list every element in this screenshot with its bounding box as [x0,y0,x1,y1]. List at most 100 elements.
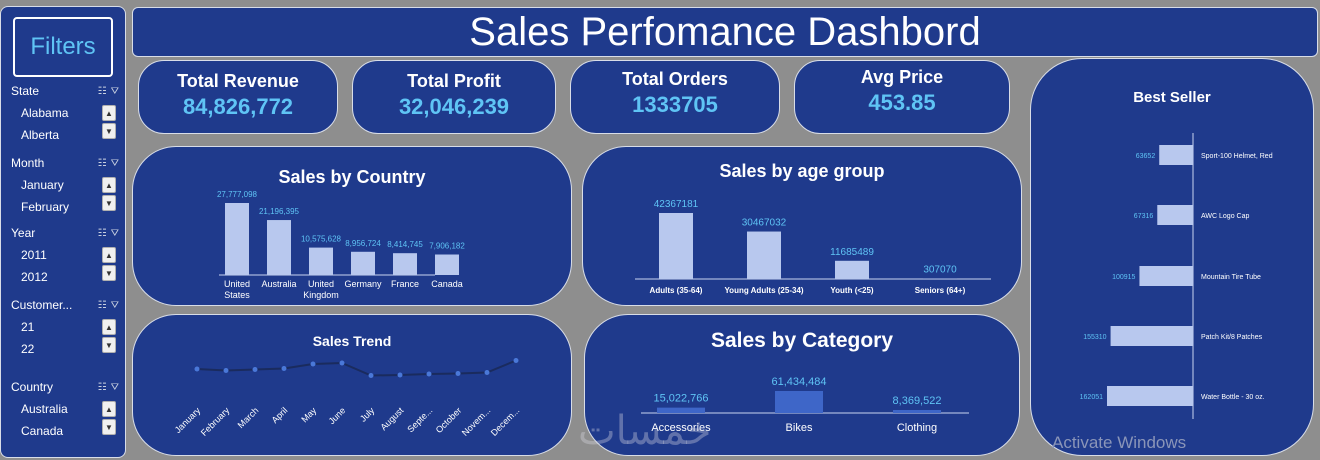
scroll-down-button[interactable]: ▼ [102,195,116,211]
tick-label: Australia [261,279,296,289]
tick-label: March [236,405,261,430]
filters-title: Filters [13,17,113,77]
slicer-label: Year [11,226,36,240]
trend-point [223,368,229,373]
scroll-down-button[interactable]: ▼ [102,419,116,435]
clear-filter-icon[interactable]: ⛛ [110,299,119,311]
data-label: 42367181 [654,199,699,210]
bar [747,231,781,279]
slicer-item[interactable]: February [21,200,70,214]
tick-label: Clothing [897,422,937,434]
multi-select-icon[interactable]: ☷ [97,299,107,311]
slicer-item[interactable]: January [21,178,64,192]
scroll-down-button[interactable]: ▼ [102,337,116,353]
data-label: 67316 [1134,213,1154,220]
scroll-down-button[interactable]: ▼ [102,123,116,139]
bar [393,253,417,275]
chart-title: Sales Trend [312,333,392,349]
slicer-item[interactable]: Canada [21,424,64,438]
bar [659,213,693,279]
data-label: 8,956,724 [345,239,381,248]
slicer-item[interactable]: 21 [21,320,35,334]
multi-select-icon[interactable]: ☷ [97,85,107,97]
data-label: 7,906,182 [429,242,465,251]
data-label: 8,369,522 [893,395,942,407]
trend-point [339,360,345,366]
data-label: 27,777,098 [217,190,258,199]
sales-by-country-chart: 27,777,098UnitedStates21,196,395Australi… [217,190,465,300]
trend-point [194,366,200,372]
data-label: 21,196,395 [259,207,300,216]
slicer-label: Customer... [11,298,73,312]
kpi-total-orders: Total Orders 1333705 [570,60,780,134]
data-label: 11685489 [830,247,874,258]
trend-point [397,372,403,378]
tick-label: Accessories [651,422,711,434]
filters-sidebar: Filters State ☷ ⛛ Alabama Alberta ▲ ▼ Month ☷ ⛛ Ja… [0,6,126,458]
data-label: 8,414,745 [387,240,423,249]
slicer-label: Month [11,156,45,170]
scroll-up-button[interactable]: ▲ [102,177,116,193]
bar [309,247,333,275]
kpi-label: Total Orders [622,69,728,89]
tick-label: Canada [431,279,463,289]
trend-point [484,370,490,375]
best-seller-card: Best Seller 63652 Sport-100 Helmet, Red 67… [1030,58,1314,456]
tick-label: August [379,405,406,432]
scroll-up-button[interactable]: ▲ [102,319,116,335]
chart-title: Sales by Country [278,167,426,187]
slicer-item[interactable]: 22 [21,342,35,356]
data-label: 61,434,484 [771,376,826,388]
kpi-label: Avg Price [860,67,944,87]
bar [1107,386,1193,406]
tick-label: April [270,405,290,425]
trend-line [196,359,517,377]
sales-by-category-chart: 15,022,766 Accessories 61,434,484 Bikes 8,36… [641,376,969,434]
slicer-label: Country [11,380,54,394]
slicer-item[interactable]: Australia [21,402,68,416]
scroll-up-button[interactable]: ▲ [102,105,116,121]
clear-filter-icon[interactable]: ⛛ [110,381,119,393]
bar [1159,145,1193,165]
clear-filter-icon[interactable]: ⛛ [110,85,119,97]
multi-select-icon[interactable]: ☷ [97,227,107,239]
tick-label: July [358,405,377,424]
bar [1157,205,1193,225]
slicer-label: State [11,84,40,98]
sales-by-age-card: Sales by age group 42367181 Adults (35-64… [582,146,1022,306]
scroll-down-button[interactable]: ▼ [102,265,116,281]
scroll-up-button[interactable]: ▲ [102,247,116,263]
sales-by-age-chart: 42367181 Adults (35-64) 30467032 Young Adul… [635,199,991,295]
slicer-0-header: State ☷ ⛛ [11,81,119,101]
slicer-item[interactable]: Alabama [21,106,69,120]
tick-label: February [199,405,232,438]
slicer-3-header: Customer... ☷ ⛛ [11,295,119,315]
data-label: 162051 [1080,394,1103,401]
kpi-total-profit: Total Profit 32,046,239 [352,60,556,134]
kpi-avg-price: Avg Price 453.85 [794,60,1010,134]
chart-title: Best Seller [1133,89,1211,106]
bar [267,220,291,275]
multi-select-icon[interactable]: ☷ [97,381,107,393]
clear-filter-icon[interactable]: ⛛ [110,157,119,169]
slicer-item[interactable]: 2011 [21,248,47,262]
slicer-item[interactable]: 2012 [21,270,48,284]
slicer-item[interactable]: Alberta [21,128,60,142]
scroll-up-button[interactable]: ▲ [102,401,116,417]
chart-title: Sales by age group [719,161,885,181]
data-label: 307070 [923,265,957,276]
multi-select-icon[interactable]: ☷ [97,157,107,169]
clear-filter-icon[interactable]: ⛛ [110,227,119,239]
kpi-value: 1333705 [632,92,718,117]
bar [893,410,941,413]
tick-label: United [224,279,250,289]
trend-point [252,367,258,372]
tick-label: Seniors (64+) [915,286,966,295]
trend-point [455,371,461,376]
tick-label: Mountain Tire Tube [1201,274,1261,281]
tick-label: Patch Kit/8 Patches [1201,334,1263,341]
tick-label: Sport-100 Helmet, Red [1201,153,1273,160]
tick-label: Germany [344,279,382,289]
data-label: 30467032 [742,218,787,229]
